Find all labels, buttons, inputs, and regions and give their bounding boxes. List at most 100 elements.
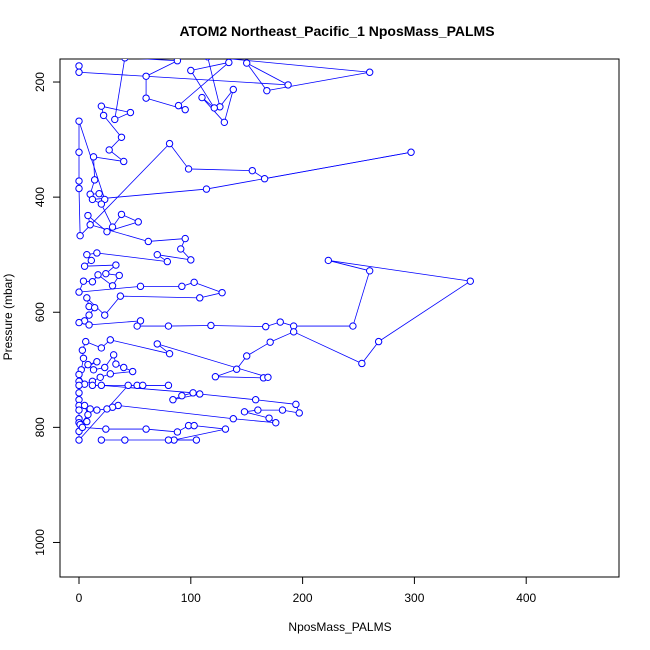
data-point [103, 405, 111, 413]
series-segment [207, 59, 221, 107]
x-tick-label: 400 [516, 591, 536, 605]
data-point [207, 321, 215, 330]
series-segment [188, 168, 253, 172]
data-point [95, 189, 103, 198]
data-point [142, 72, 150, 80]
data-point [184, 165, 193, 173]
data-point [90, 303, 99, 312]
series-segment [328, 260, 370, 272]
data-point [169, 396, 177, 404]
data-point [173, 428, 182, 436]
data-point [243, 352, 251, 360]
data-point [80, 401, 89, 410]
data-point [164, 436, 173, 444]
series-segment [93, 156, 124, 162]
data-point [164, 322, 173, 330]
chart-title: ATOM2 Northeast_Pacific_1 NposMass_PALMS [179, 23, 494, 39]
x-tick-label: 0 [76, 591, 83, 605]
data-point [79, 277, 88, 285]
series-segment [194, 425, 226, 430]
data-point [76, 231, 84, 240]
series-segment [178, 62, 230, 106]
series-segment [246, 341, 271, 357]
series-segment [138, 59, 178, 62]
data-point [153, 340, 161, 348]
series-segment [101, 203, 113, 228]
data-point [84, 360, 92, 369]
data-point [289, 328, 298, 336]
y-axis-title: Pressure (mbar) [1, 274, 15, 361]
data-point [78, 423, 87, 432]
series-segment [352, 270, 371, 327]
data-point [240, 408, 249, 416]
series-segment [82, 426, 106, 430]
data-point [75, 68, 83, 76]
data-point [87, 256, 96, 265]
data-point [190, 278, 198, 287]
data-point [117, 210, 126, 219]
data-point [187, 256, 195, 264]
data-point [276, 318, 284, 326]
series-segment [92, 188, 207, 200]
data-point [139, 381, 147, 390]
series-segment [199, 292, 223, 299]
series-segment [233, 418, 276, 424]
series-segment [361, 341, 379, 364]
data-point [83, 294, 91, 302]
data-point [75, 436, 83, 444]
data-point [88, 195, 97, 204]
data-point [292, 400, 300, 409]
data-point [144, 237, 153, 246]
data-point [221, 425, 230, 433]
data-point [111, 115, 119, 124]
data-point [229, 415, 237, 423]
series-segment [101, 105, 131, 113]
series-segment [103, 115, 122, 138]
series-segment [78, 121, 106, 200]
data-point [189, 389, 197, 397]
data-point [133, 322, 141, 330]
data-point [198, 93, 206, 102]
data-point [264, 373, 272, 381]
data-point [262, 322, 270, 331]
series-segment [78, 285, 141, 293]
data-point [164, 381, 173, 390]
data-point [84, 410, 92, 419]
y-tick-label: 1000 [33, 529, 47, 556]
data-point [181, 234, 189, 243]
data-point [112, 360, 120, 368]
data-point [90, 176, 99, 184]
data-point [75, 370, 83, 379]
data-point [210, 104, 218, 112]
data-point [181, 105, 189, 114]
data-point [174, 101, 183, 110]
data-point [101, 311, 109, 319]
data-point [192, 436, 201, 444]
data-point [102, 425, 110, 433]
data-point [358, 359, 366, 368]
data-point [120, 363, 128, 372]
series-segment [84, 264, 116, 267]
series-segment [210, 325, 266, 328]
data-point [263, 86, 271, 95]
data-point [112, 261, 120, 269]
data-point [120, 157, 128, 166]
data-point [243, 59, 251, 67]
x-tick-label: 300 [404, 591, 424, 605]
data-point [94, 271, 102, 279]
data-point [126, 108, 135, 117]
data-point [89, 153, 98, 161]
data-point [97, 436, 106, 444]
data-point [93, 249, 101, 257]
data-point [265, 414, 273, 422]
series-segment [79, 143, 170, 236]
series-points [75, 59, 475, 444]
data-point [136, 317, 145, 325]
data-point [97, 102, 106, 110]
data-point [75, 184, 83, 193]
data-point [196, 390, 204, 398]
data-point [103, 227, 111, 236]
data-point [109, 351, 118, 359]
data-point [115, 271, 123, 280]
data-point [89, 366, 98, 374]
